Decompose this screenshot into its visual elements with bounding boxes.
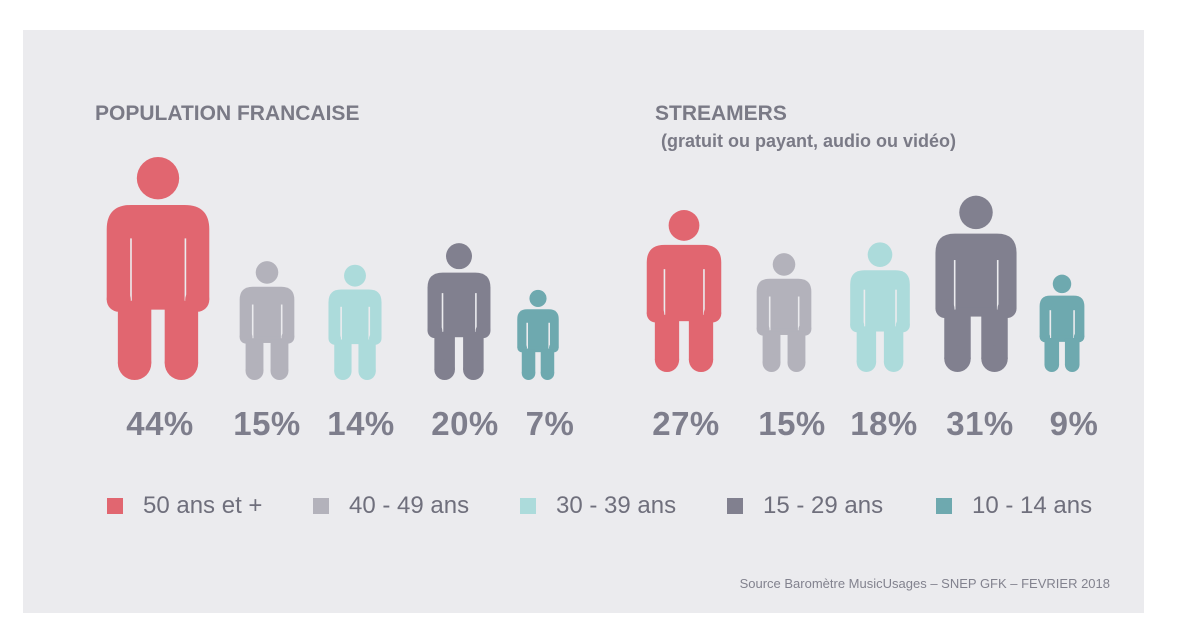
figure-streamers-30-39 [850, 242, 910, 373]
pct-population-50-plus: 44% [126, 405, 194, 442]
streamers-title: STREAMERS [655, 102, 787, 125]
pct-streamers-50-plus: 27% [652, 405, 720, 442]
legend-label: 10 - 14 ans [972, 492, 1093, 519]
figure-streamers-40-49 [756, 253, 812, 373]
legend-item-10-14: 10 - 14 ans [936, 490, 1092, 522]
pct-streamers-10-14: 9% [1049, 405, 1099, 442]
figure-population-30-39 [328, 264, 382, 380]
pct-population-40-49: 15% [233, 405, 301, 442]
legend-swatch [936, 498, 952, 514]
legend-label: 30 - 39 ans [556, 492, 677, 519]
figure-population-15-29 [427, 243, 491, 381]
legend-label: 50 ans et + [143, 492, 263, 519]
figure-streamers-15-29 [935, 195, 1017, 372]
legend-swatch [107, 498, 123, 514]
pct-population-10-14: 7% [525, 405, 575, 442]
pct-streamers-30-39: 18% [850, 405, 918, 442]
pct-population-15-29: 20% [431, 405, 499, 442]
figure-streamers-10-14 [1039, 274, 1085, 372]
legend-swatch [727, 498, 743, 514]
legend: 50 ans et + 40 - 49 ans 30 - 39 ans 15 -… [0, 490, 1178, 522]
population-title: POPULATION FRANCAISE [95, 102, 360, 125]
legend-item-30-39: 30 - 39 ans [520, 490, 676, 522]
figure-population-10-14 [517, 289, 559, 380]
legend-item-40-49: 40 - 49 ans [313, 490, 469, 522]
legend-item-50-plus: 50 ans et + [107, 490, 262, 522]
source-note: Source Baromètre MusicUsages – SNEP GFK … [739, 576, 1110, 591]
figure-streamers-50-plus [646, 210, 722, 373]
pct-streamers-40-49: 15% [758, 405, 826, 442]
pct-streamers-15-29: 31% [946, 405, 1014, 442]
legend-swatch [313, 498, 329, 514]
legend-item-15-29: 15 - 29 ans [727, 490, 883, 522]
pct-population-30-39: 14% [327, 405, 395, 442]
legend-label: 15 - 29 ans [763, 492, 884, 519]
figure-population-50-plus [106, 157, 210, 380]
streamers-subtitle: (gratuit ou payant, audio ou vidéo) [661, 131, 956, 151]
legend-swatch [520, 498, 536, 514]
legend-label: 40 - 49 ans [349, 492, 470, 519]
figure-population-40-49 [239, 261, 295, 381]
